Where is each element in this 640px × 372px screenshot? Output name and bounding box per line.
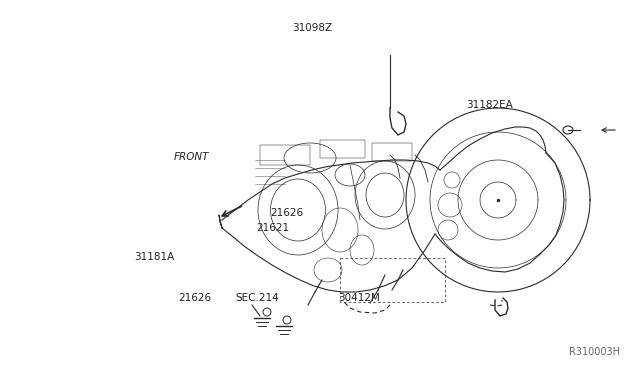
Text: R310003H: R310003H [568, 347, 620, 356]
Text: 31182EA: 31182EA [466, 100, 513, 110]
Bar [260, 145, 310, 165]
Bar [372, 143, 412, 161]
Bar [320, 140, 365, 158]
Text: SEC.214: SEC.214 [236, 294, 279, 303]
Text: 21626: 21626 [270, 208, 303, 218]
Text: 31181A: 31181A [134, 253, 175, 262]
Text: 31098Z: 31098Z [292, 23, 332, 33]
Text: 21621: 21621 [256, 223, 289, 232]
Text: 21626: 21626 [178, 294, 211, 303]
Text: 30412M: 30412M [338, 294, 380, 303]
Text: FRONT: FRONT [174, 152, 209, 162]
